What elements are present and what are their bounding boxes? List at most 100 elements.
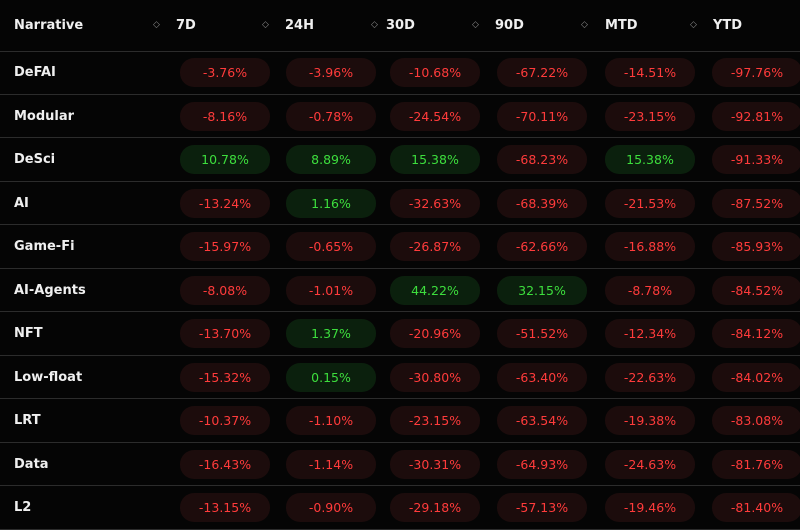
sort-icon[interactable]: ◇	[472, 20, 479, 30]
value-pill-90d: -68.23%	[497, 145, 587, 174]
value-pill-24h: -0.65%	[286, 232, 376, 261]
table-row[interactable]: NFT -13.70% 1.37% -20.96% -51.52% -12.34% -84.…	[0, 312, 800, 356]
value-pill-ytd: -91.33%	[712, 145, 800, 174]
value-pill-24h: -1.14%	[286, 449, 376, 479]
value-pill-mtd: -14.51%	[605, 58, 695, 87]
value-pill-7d: -3.76%	[180, 58, 270, 87]
narrative-name: Data	[14, 456, 49, 472]
value-pill-90d: -57.13%	[497, 493, 587, 522]
narrative-name: LRT	[14, 413, 41, 428]
value-pill-30d: -23.15%	[390, 406, 480, 435]
value-pill-30d: -32.63%	[390, 188, 480, 218]
value-pill-24h: -0.78%	[286, 101, 376, 131]
table-header: Narrative ◇ 7D ◇ 24H ◇ 30D ◇ 90D ◇ MTD ◇…	[0, 0, 800, 52]
value-pill-mtd: 15.38%	[605, 145, 695, 174]
value-pill-7d: -8.16%	[180, 101, 270, 131]
value-pill-90d: -62.66%	[497, 232, 587, 261]
value-pill-24h: -1.10%	[286, 406, 376, 435]
value-pill-7d: -8.08%	[180, 275, 270, 305]
value-pill-ytd: -84.12%	[712, 319, 800, 348]
table-row[interactable]: Data -16.43% -1.14% -30.31% -64.93% -24.63% -8…	[0, 443, 800, 486]
value-pill-ytd: -83.08%	[712, 406, 800, 435]
value-pill-24h: -1.01%	[286, 275, 376, 305]
value-pill-24h: 8.89%	[286, 145, 376, 174]
table-row[interactable]: AI-Agents -8.08% -1.01% 44.22% 32.15% -8.78% -…	[0, 269, 800, 312]
column-header-7d[interactable]: 7D	[176, 18, 196, 33]
column-header-ytd[interactable]: YTD	[713, 18, 743, 33]
value-pill-ytd: -87.52%	[712, 188, 800, 218]
table-row[interactable]: Low-float -15.32% 0.15% -30.80% -63.40% -22.6…	[0, 356, 800, 399]
table-row[interactable]: Modular -8.16% -0.78% -24.54% -70.11% -23.15%…	[0, 95, 800, 138]
value-pill-30d: -10.68%	[390, 58, 480, 87]
narrative-name: AI-Agents	[14, 282, 86, 298]
value-pill-mtd: -24.63%	[605, 449, 695, 479]
value-pill-90d: -63.54%	[497, 406, 587, 435]
value-pill-90d: -68.39%	[497, 188, 587, 218]
value-pill-mtd: -19.38%	[605, 406, 695, 435]
table-row[interactable]: AI -13.24% 1.16% -32.63% -68.39% -21.53% -87.5…	[0, 182, 800, 225]
value-pill-mtd: -22.63%	[605, 362, 695, 392]
value-pill-90d: -63.40%	[497, 362, 587, 392]
value-pill-30d: -30.31%	[390, 449, 480, 479]
value-pill-7d: -13.24%	[180, 188, 270, 218]
value-pill-90d: -70.11%	[497, 101, 587, 131]
narrative-name: Low-float	[14, 369, 83, 385]
value-pill-90d: -64.93%	[497, 449, 587, 479]
column-header-30d[interactable]: 30D	[386, 18, 415, 33]
narrative-name: Modular	[14, 108, 75, 124]
value-pill-90d: -67.22%	[497, 58, 587, 87]
value-pill-mtd: -19.46%	[605, 493, 695, 522]
value-pill-ytd: -85.93%	[712, 232, 800, 261]
value-pill-30d: 15.38%	[390, 145, 480, 174]
value-pill-ytd: -97.76%	[712, 58, 800, 87]
value-pill-7d: 10.78%	[180, 145, 270, 174]
table-row[interactable]: L2 -13.15% -0.90% -29.18% -57.13% -19.46% -81.…	[0, 486, 800, 530]
value-pill-30d: -24.54%	[390, 101, 480, 131]
value-pill-ytd: -84.02%	[712, 362, 800, 392]
column-header-narrative[interactable]: Narrative	[14, 18, 84, 33]
table-row[interactable]: DeFAI -3.76% -3.96% -10.68% -67.22% -14.51% -9…	[0, 51, 800, 95]
table-row[interactable]: Game-Fi -15.97% -0.65% -26.87% -62.66% -16.88…	[0, 225, 800, 269]
value-pill-7d: -13.70%	[180, 319, 270, 348]
value-pill-24h: 0.15%	[286, 362, 376, 392]
value-pill-90d: 32.15%	[497, 275, 587, 305]
value-pill-24h: -0.90%	[286, 493, 376, 522]
narrative-name: L2	[14, 500, 32, 515]
narrative-name: Game-Fi	[14, 239, 75, 254]
value-pill-30d: 44.22%	[390, 275, 480, 305]
value-pill-mtd: -21.53%	[605, 188, 695, 218]
value-pill-90d: -51.52%	[497, 319, 587, 348]
narrative-name: NFT	[14, 326, 43, 341]
column-header-90d[interactable]: 90D	[495, 18, 524, 33]
narrative-name: DeSci	[14, 152, 56, 167]
value-pill-30d: -26.87%	[390, 232, 480, 261]
sort-icon[interactable]: ◇	[690, 20, 697, 30]
value-pill-mtd: -12.34%	[605, 319, 695, 348]
value-pill-ytd: -81.76%	[712, 449, 800, 479]
column-header-24h[interactable]: 24H	[285, 18, 314, 33]
value-pill-ytd: -84.52%	[712, 275, 800, 305]
sort-icon[interactable]: ◇	[262, 20, 269, 30]
value-pill-7d: -15.32%	[180, 362, 270, 392]
sort-icon[interactable]: ◇	[153, 20, 160, 30]
value-pill-30d: -20.96%	[390, 319, 480, 348]
table-row[interactable]: DeSci 10.78% 8.89% 15.38% -68.23% 15.38% -91.3…	[0, 138, 800, 182]
value-pill-mtd: -8.78%	[605, 275, 695, 305]
narrative-name: DeFAI	[14, 65, 56, 80]
value-pill-30d: -29.18%	[390, 493, 480, 522]
value-pill-7d: -16.43%	[180, 449, 270, 479]
sort-icon[interactable]: ◇	[371, 20, 378, 30]
value-pill-7d: -13.15%	[180, 493, 270, 522]
value-pill-24h: -3.96%	[286, 58, 376, 87]
table-row[interactable]: LRT -10.37% -1.10% -23.15% -63.54% -19.38% -83…	[0, 399, 800, 443]
value-pill-7d: -10.37%	[180, 406, 270, 435]
column-header-mtd[interactable]: MTD	[605, 18, 638, 33]
sort-icon[interactable]: ◇	[581, 20, 588, 30]
narrative-name: AI	[14, 195, 29, 211]
value-pill-24h: 1.16%	[286, 188, 376, 218]
value-pill-ytd: -81.40%	[712, 493, 800, 522]
value-pill-mtd: -23.15%	[605, 101, 695, 131]
value-pill-mtd: -16.88%	[605, 232, 695, 261]
value-pill-7d: -15.97%	[180, 232, 270, 261]
